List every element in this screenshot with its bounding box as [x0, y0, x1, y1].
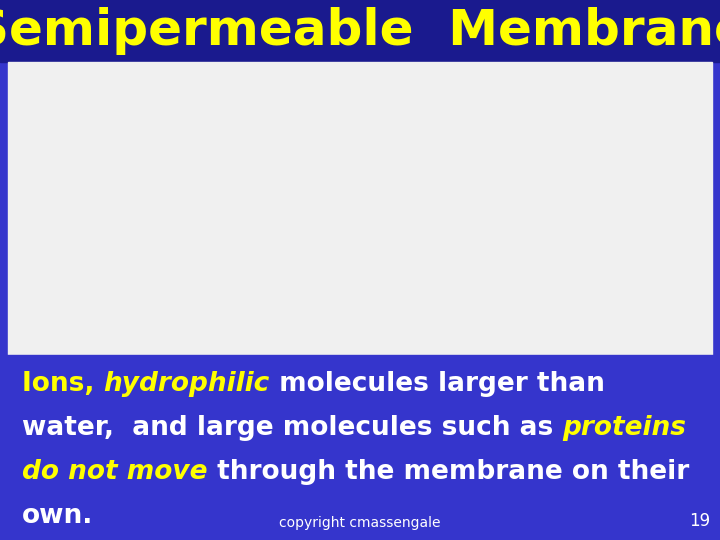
Text: do not move: do not move: [22, 459, 207, 485]
Text: hydrophilic: hydrophilic: [104, 371, 270, 397]
Text: copyright cmassengale: copyright cmassengale: [279, 516, 441, 530]
Bar: [0, 0, 720, 62]
Text: 19: 19: [690, 512, 711, 530]
Bar: [0, 355, 720, 540]
Text: through the membrane on their: through the membrane on their: [207, 459, 689, 485]
Text: own.: own.: [22, 503, 94, 529]
Text: Ions,: Ions,: [22, 371, 104, 397]
Bar: [8, 62, 712, 355]
Text: proteins: proteins: [562, 415, 686, 441]
Text: Semipermeable  Membrane: Semipermeable Membrane: [0, 7, 720, 55]
Text: water,  and large molecules such as: water, and large molecules such as: [22, 415, 562, 441]
Text: molecules larger than: molecules larger than: [270, 371, 605, 397]
